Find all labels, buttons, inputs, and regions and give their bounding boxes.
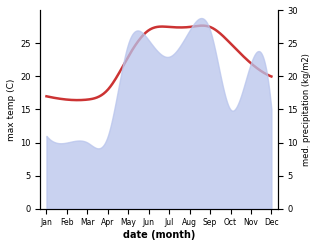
Y-axis label: max temp (C): max temp (C) <box>7 78 16 141</box>
Y-axis label: med. precipitation (kg/m2): med. precipitation (kg/m2) <box>302 53 311 166</box>
X-axis label: date (month): date (month) <box>123 230 195 240</box>
